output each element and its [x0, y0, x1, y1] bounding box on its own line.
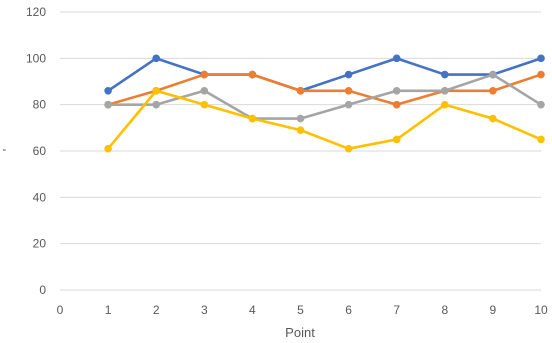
x-tick-label: 1: [105, 303, 112, 317]
x-tick-label: 4: [249, 303, 256, 317]
x-tick-label: 8: [441, 303, 448, 317]
data-point: [537, 100, 545, 109]
data-point: [344, 144, 353, 153]
data-point: [344, 86, 353, 95]
series-2: [104, 70, 545, 109]
data-point: [104, 144, 112, 153]
grid-lines: [60, 11, 541, 291]
data-point: [441, 86, 449, 95]
data-point: [152, 86, 160, 95]
data-point: [489, 70, 497, 79]
series-line: [106, 89, 543, 150]
data-point: [392, 86, 401, 95]
x-tick-label: 6: [345, 303, 352, 317]
x-tick-label: 5: [297, 303, 304, 317]
series-line: [106, 73, 543, 106]
y-tick-label: 60: [33, 144, 47, 158]
data-point: [296, 86, 305, 95]
data-point: [104, 100, 112, 109]
data-point: [392, 54, 401, 63]
y-axis-title: ': [0, 149, 15, 151]
x-tick-label: 9: [490, 303, 497, 317]
y-tick-label: 100: [26, 51, 46, 65]
y-tick-label: 40: [33, 190, 47, 204]
data-point: [200, 100, 209, 109]
data-point: [441, 70, 449, 79]
data-point: [392, 100, 401, 109]
x-tick-label: 2: [153, 303, 160, 317]
data-point: [441, 100, 449, 109]
y-tick-label: 20: [33, 237, 47, 251]
data-point: [392, 135, 401, 144]
y-axis-ticks: 0 20 40 60 80 100 120: [26, 5, 46, 297]
data-point: [489, 86, 497, 95]
data-point: [248, 114, 257, 123]
series-line: [106, 57, 543, 93]
y-tick-label: 0: [39, 283, 46, 297]
data-point: [489, 114, 497, 123]
data-point: [248, 70, 257, 79]
data-point: [200, 86, 209, 95]
data-point: [296, 126, 305, 134]
data-point: [200, 70, 209, 79]
data-point: [344, 70, 353, 79]
data-point: [104, 86, 112, 95]
x-tick-label: 10: [534, 303, 548, 317]
series-group: [104, 54, 545, 153]
x-tick-label: 3: [201, 303, 208, 317]
y-tick-label: 120: [26, 5, 46, 19]
data-point: [152, 54, 160, 63]
x-axis-ticks: 0 1 2 3 4 5 6 7 8 9 10: [57, 303, 548, 317]
y-tick-label: 80: [33, 98, 47, 112]
data-point: [296, 114, 305, 123]
data-point: [344, 100, 353, 109]
data-point: [152, 100, 160, 109]
x-tick-label: 7: [393, 303, 400, 317]
data-point: [537, 135, 545, 144]
data-point: [537, 54, 545, 63]
x-axis-title: Point: [285, 325, 315, 340]
x-tick-label: 0: [57, 303, 64, 317]
series-1: [104, 54, 545, 95]
series-4: [104, 86, 545, 153]
data-point: [537, 70, 545, 79]
